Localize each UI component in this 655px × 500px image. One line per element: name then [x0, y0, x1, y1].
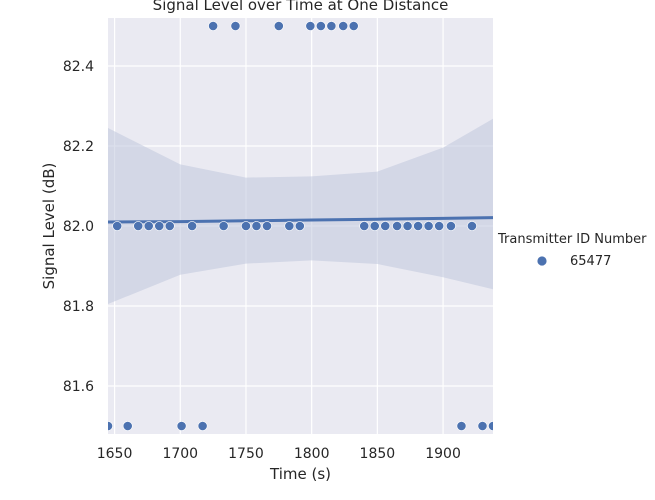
data-point — [423, 221, 434, 231]
data-point — [413, 221, 424, 231]
x-tick-label: 1750 — [228, 446, 264, 462]
x-tick-label: 1900 — [425, 446, 461, 462]
data-point — [402, 221, 413, 231]
scatter-points — [108, 21, 493, 431]
data-point — [108, 421, 113, 431]
y-tick-label: 82.4 — [63, 59, 94, 75]
data-point — [122, 421, 133, 431]
legend-title: Transmitter ID Number — [497, 232, 647, 247]
data-point — [154, 221, 165, 231]
data-point — [305, 21, 316, 31]
legend-marker — [536, 255, 548, 267]
y-tick-label: 81.6 — [63, 379, 94, 395]
data-point — [488, 421, 493, 431]
y-tick-label: 82.0 — [63, 219, 94, 235]
data-point — [477, 421, 488, 431]
data-point — [369, 221, 380, 231]
data-point — [294, 221, 305, 231]
data-point — [187, 221, 197, 231]
y-tick-label: 82.2 — [63, 139, 94, 155]
data-point — [456, 421, 467, 431]
data-point — [112, 221, 123, 231]
data-point — [241, 221, 251, 231]
chart-title: Signal Level over Time at One Distance — [153, 0, 449, 14]
data-point — [392, 221, 402, 231]
data-point — [143, 221, 154, 231]
data-point — [338, 21, 349, 31]
data-point — [197, 421, 208, 431]
x-tick-label: 1850 — [360, 446, 396, 462]
y-tick-label: 81.8 — [63, 299, 94, 315]
y-axis-label: Signal Level (dB) — [40, 163, 58, 290]
x-tick-label: 1700 — [162, 446, 198, 462]
data-point — [446, 221, 456, 231]
data-point — [176, 421, 187, 431]
x-tick-label: 1650 — [97, 446, 133, 462]
confidence-band — [108, 118, 493, 304]
data-point — [273, 21, 284, 31]
data-point — [359, 221, 370, 231]
x-tick-label: 1800 — [294, 446, 330, 462]
data-point — [348, 21, 359, 31]
regression-line — [108, 216, 493, 224]
data-point — [467, 221, 477, 231]
data-point — [218, 221, 229, 231]
data-point — [208, 21, 219, 31]
legend-entry-label: 65477 — [570, 254, 611, 269]
data-point — [284, 221, 295, 231]
x-axis-label: Time (s) — [269, 465, 331, 483]
data-point — [434, 221, 445, 231]
data-point — [164, 221, 175, 231]
data-point — [230, 21, 241, 31]
data-point — [315, 21, 326, 31]
y-tick-labels: 81.6 81.8 82.0 82.2 82.4 — [63, 59, 94, 395]
data-point — [326, 21, 337, 31]
data-point — [133, 221, 144, 231]
data-point — [251, 221, 262, 231]
x-tick-labels: 1650 1700 1750 1800 1850 1900 — [97, 446, 461, 462]
legend: Transmitter ID Number 65477 — [497, 232, 647, 269]
data-point — [380, 221, 391, 231]
data-point — [262, 221, 272, 231]
